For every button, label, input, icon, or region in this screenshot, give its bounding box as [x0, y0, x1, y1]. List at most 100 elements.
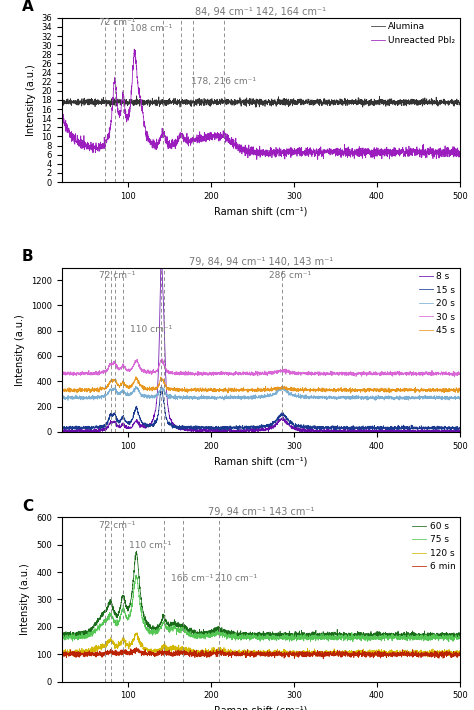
Line: 30 s: 30 s — [62, 359, 460, 377]
15 s — [407, 424, 412, 432]
45 s — [133, 373, 139, 381]
60 s — [229, 630, 235, 638]
6 min — [449, 652, 455, 660]
60 s — [104, 604, 110, 613]
8 s — [229, 427, 235, 436]
30 s — [128, 366, 134, 374]
8 s — [211, 427, 217, 435]
Line: 60 s: 60 s — [62, 551, 460, 640]
120 s — [449, 648, 455, 657]
15 s — [158, 381, 164, 390]
Text: 210 cm⁻¹: 210 cm⁻¹ — [215, 574, 257, 583]
20 s — [65, 396, 71, 405]
6 min — [457, 649, 463, 657]
Line: 6 min: 6 min — [62, 648, 460, 659]
60 s — [211, 625, 217, 633]
Line: 8 s: 8 s — [62, 258, 460, 434]
Text: 178, 216 cm⁻¹: 178, 216 cm⁻¹ — [191, 77, 256, 86]
20 s — [128, 391, 134, 399]
6 min — [407, 650, 412, 659]
8 s — [404, 430, 410, 438]
Y-axis label: Intensity (a.u.): Intensity (a.u.) — [26, 64, 36, 136]
8 s — [128, 422, 134, 431]
Title: 79, 84, 94 cm⁻¹ 140, 143 m⁻¹: 79, 84, 94 cm⁻¹ 140, 143 m⁻¹ — [189, 257, 333, 267]
75 s — [446, 638, 452, 646]
8 s — [104, 424, 110, 432]
120 s — [406, 649, 412, 657]
Y-axis label: Intensity (a.u.): Intensity (a.u.) — [15, 314, 25, 386]
30 s — [229, 369, 235, 378]
Legend: 60 s, 75 s, 120 s, 6 min: 60 s, 75 s, 120 s, 6 min — [412, 522, 455, 572]
Text: 72 cm⁻¹: 72 cm⁻¹ — [99, 520, 135, 530]
120 s — [425, 652, 430, 661]
Alumina — [134, 92, 139, 100]
30 s — [159, 354, 164, 363]
60 s — [238, 635, 244, 644]
75 s — [59, 633, 64, 642]
120 s — [104, 640, 110, 648]
30 s — [452, 373, 457, 381]
Legend: 8 s, 15 s, 20 s, 30 s, 45 s: 8 s, 15 s, 20 s, 30 s, 45 s — [419, 272, 455, 335]
Text: 72 cm⁻¹: 72 cm⁻¹ — [99, 271, 135, 280]
120 s — [211, 648, 217, 656]
X-axis label: Raman shift (cm⁻¹): Raman shift (cm⁻¹) — [214, 207, 307, 217]
15 s — [457, 423, 463, 432]
75 s — [211, 630, 217, 639]
Legend: Alumina, Unreacted PbI₂: Alumina, Unreacted PbI₂ — [371, 22, 455, 45]
45 s — [457, 386, 463, 395]
45 s — [211, 386, 217, 394]
45 s — [407, 386, 412, 395]
Text: B: B — [22, 249, 34, 264]
30 s — [59, 370, 64, 378]
45 s — [348, 389, 354, 398]
6 min — [104, 649, 110, 657]
60 s — [59, 629, 64, 638]
6 min — [211, 648, 217, 657]
8 s — [449, 427, 455, 436]
20 s — [59, 393, 64, 401]
45 s — [104, 383, 110, 391]
75 s — [128, 608, 134, 617]
Line: 15 s: 15 s — [62, 386, 460, 431]
45 s — [449, 386, 455, 395]
Line: 45 s: 45 s — [62, 377, 460, 393]
Y-axis label: Intensity (a.u.): Intensity (a.u.) — [20, 564, 30, 635]
Alumina — [449, 97, 455, 106]
Alumina — [457, 100, 463, 109]
X-axis label: Raman shift (cm⁻¹): Raman shift (cm⁻¹) — [214, 706, 307, 710]
Alumina — [253, 103, 259, 111]
30 s — [104, 366, 110, 374]
120 s — [229, 646, 235, 655]
Alumina — [407, 97, 412, 106]
6 min — [229, 651, 235, 660]
75 s — [134, 571, 139, 579]
45 s — [59, 384, 64, 393]
60 s — [128, 596, 134, 605]
120 s — [457, 646, 463, 655]
Text: 110 cm⁻¹: 110 cm⁻¹ — [130, 325, 173, 334]
20 s — [457, 393, 463, 401]
30 s — [406, 370, 412, 378]
Unreacted PbI₂ — [211, 129, 217, 137]
15 s — [59, 422, 64, 431]
6 min — [133, 643, 139, 652]
75 s — [406, 633, 412, 641]
Line: Alumina: Alumina — [62, 96, 460, 107]
Text: 166 cm⁻¹: 166 cm⁻¹ — [171, 574, 213, 583]
8 s — [407, 426, 412, 435]
Alumina — [229, 98, 235, 106]
30 s — [211, 368, 217, 377]
Unreacted PbI₂ — [449, 151, 455, 159]
Line: 75 s: 75 s — [62, 575, 460, 642]
Line: 120 s: 120 s — [62, 633, 460, 657]
Unreacted PbI₂ — [104, 135, 110, 143]
60 s — [134, 547, 139, 555]
8 s — [158, 253, 164, 262]
Unreacted PbI₂ — [457, 148, 463, 157]
20 s — [407, 393, 412, 402]
75 s — [457, 634, 463, 643]
20 s — [133, 382, 139, 390]
60 s — [407, 633, 412, 641]
15 s — [104, 420, 110, 429]
20 s — [229, 393, 235, 402]
